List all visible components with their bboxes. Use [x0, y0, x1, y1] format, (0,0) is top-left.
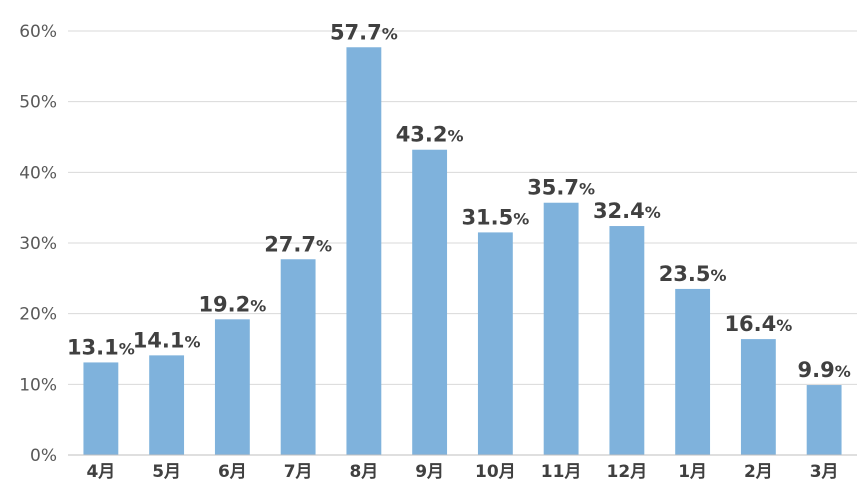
y-tick-label: 20% — [19, 305, 57, 325]
bars — [83, 47, 842, 456]
bar — [412, 149, 448, 455]
x-category-label: 8月 — [349, 462, 378, 482]
x-category-label: 12月 — [607, 462, 648, 482]
data-label: 31.5% — [461, 205, 529, 229]
x-category-label: 1月 — [678, 462, 707, 482]
x-category-label: 3月 — [810, 462, 839, 482]
data-label: 43.2% — [396, 123, 464, 147]
data-label: 35.7% — [527, 176, 595, 200]
x-category-label: 4月 — [86, 462, 115, 482]
x-category-label: 10月 — [475, 462, 516, 482]
bar — [609, 226, 645, 455]
bar — [543, 202, 579, 455]
bar — [83, 362, 119, 455]
data-label: 19.2% — [198, 292, 266, 316]
data-label: 16.4% — [724, 312, 792, 336]
data-label: 9.9% — [798, 358, 851, 382]
bar — [149, 355, 185, 455]
data-label: 23.5% — [659, 262, 727, 286]
bar — [806, 385, 842, 455]
y-tick-label: 40% — [19, 163, 57, 183]
x-category-label: 11月 — [541, 462, 582, 482]
y-tick-label: 60% — [19, 22, 57, 42]
data-label: 32.4% — [593, 199, 661, 223]
x-category-label: 5月 — [152, 462, 181, 482]
bar — [214, 319, 250, 455]
bar — [740, 339, 776, 455]
x-category-label: 2月 — [744, 462, 773, 482]
y-tick-label: 30% — [19, 234, 57, 254]
x-category-label: 7月 — [284, 462, 313, 482]
data-labels: 13.1%14.1% 19.2% 27.7% 57.7% 43.2% 31.5% 35.7%… — [67, 20, 851, 382]
data-label: 14.1% — [133, 328, 201, 352]
bar — [346, 47, 382, 456]
y-tick-label: 50% — [19, 93, 57, 113]
x-category-label: 9月 — [415, 462, 444, 482]
gridlines — [68, 30, 857, 385]
data-label: 13.1% — [67, 335, 135, 359]
data-label: 57.7% — [330, 20, 398, 44]
data-label: 27.7% — [264, 232, 332, 256]
bar — [675, 288, 711, 455]
x-axis-categories: 4月 5月 6月 7月 8月 9月 10月 11月 12月 1月 2月 3月 — [86, 462, 838, 482]
bar — [477, 232, 513, 455]
bar — [280, 259, 316, 455]
y-tick-label: 0% — [30, 446, 57, 466]
x-category-label: 6月 — [218, 462, 247, 482]
y-tick-label: 10% — [19, 375, 57, 395]
y-axis-ticks: 0% 10% 20% 30% 40% 50% 60% — [19, 22, 57, 466]
